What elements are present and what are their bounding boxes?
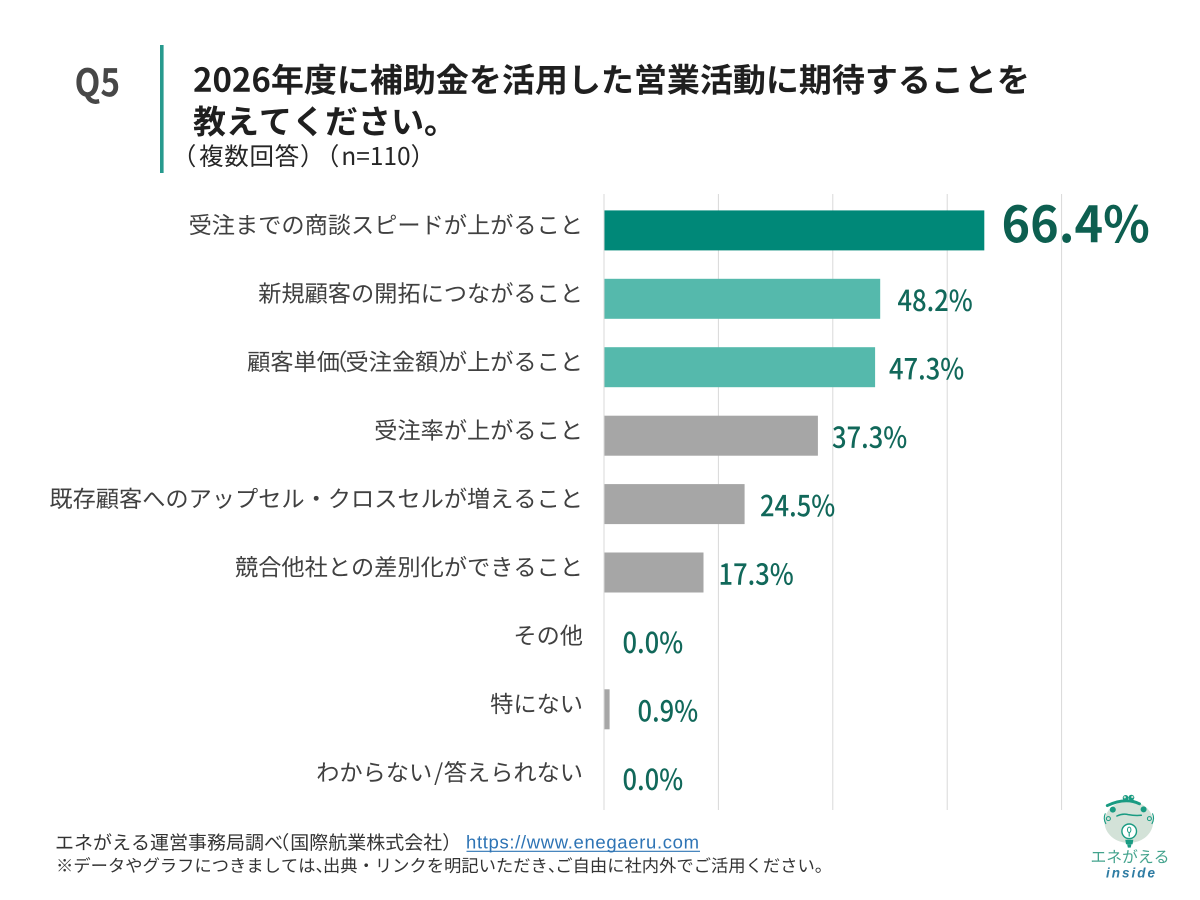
svg-text:inside: inside	[1106, 866, 1157, 881]
svg-text:https://www.enegaeru.com: https://www.enegaeru.com	[466, 831, 699, 852]
